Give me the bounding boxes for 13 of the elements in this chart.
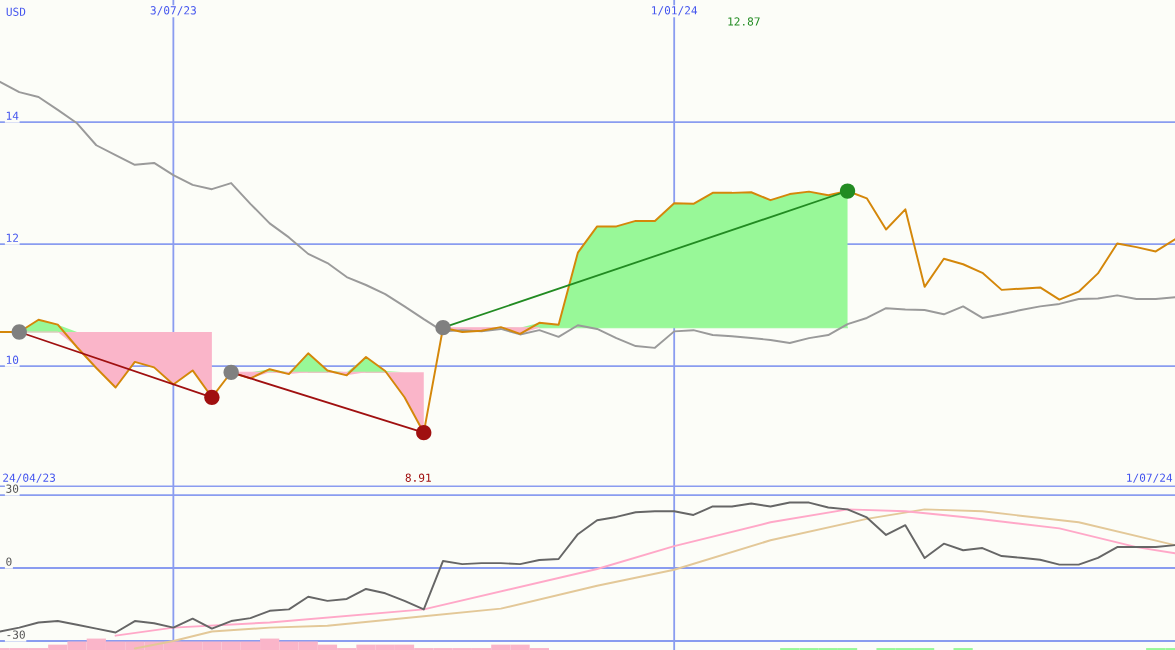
y-tick-label: 30 (6, 484, 19, 493)
annotation: 1/07/24 (1127, 473, 1173, 483)
annotation: 12.87 (728, 17, 760, 26)
y-tick-label: 14 (6, 111, 19, 120)
x-tick-label: 3/07/23 (150, 6, 196, 16)
annotation: 24/04/23 (3, 473, 56, 483)
y-tick-label: 10 (6, 355, 19, 365)
y-tick-label: 12 (6, 233, 18, 242)
y-tick-label: -30 (7, 630, 25, 639)
annotation: USD (6, 7, 26, 16)
annotation: 8.91 (405, 473, 431, 482)
x-tick-label: 1/01/24 (652, 6, 698, 16)
y-tick-label: 0 (6, 557, 12, 566)
